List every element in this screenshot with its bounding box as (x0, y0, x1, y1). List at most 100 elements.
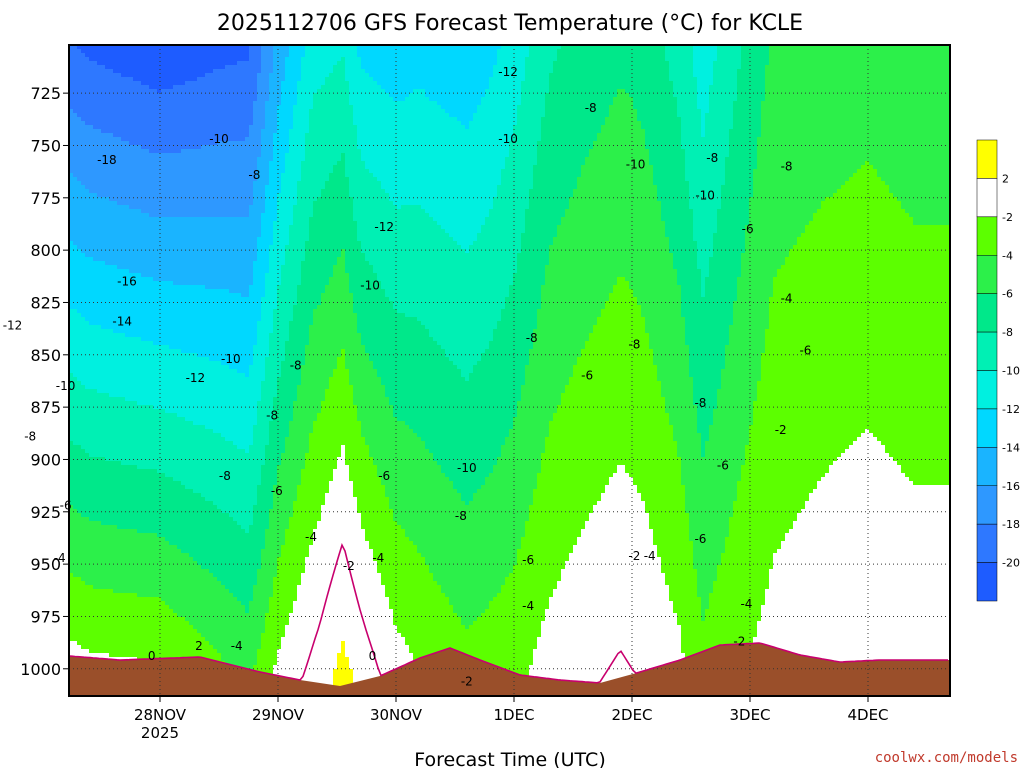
contour-label: -10 (56, 379, 76, 393)
contour-label: -6 (581, 369, 593, 383)
contour-label: -8 (628, 337, 640, 351)
colorbar-swatch (976, 255, 998, 294)
colorbar-label: 2 (1002, 172, 1009, 185)
contour-label: -8 (24, 429, 36, 443)
contour-label: -4 (522, 599, 534, 613)
contour-label: -2 (628, 549, 640, 563)
y-tick-label: 1000 (20, 660, 61, 679)
contour-label: -6 (60, 499, 72, 513)
colorbar-label: -4 (1002, 249, 1013, 262)
x-tick-label: 2DEC (611, 706, 652, 724)
y-tick-label: 900 (30, 450, 61, 469)
contour-label: -8 (290, 358, 302, 372)
contour-label: -12 (186, 371, 206, 385)
contour-label: -8 (266, 409, 278, 423)
contour-label: -4 (305, 530, 317, 544)
contour-label: -2 (343, 559, 355, 573)
x-tick-label: 30NOV (370, 706, 423, 724)
contour-label: -6 (378, 469, 390, 483)
y-axis: 725 750 775 800 825 850 875 900 925 950 975 1000 (20, 84, 69, 679)
colorbar-swatch (976, 562, 998, 602)
y-tick-label: 925 (30, 503, 61, 522)
watermark: coolwx.com/models (875, 750, 1018, 766)
contour-label: -6 (742, 222, 754, 236)
contour-label: -8 (585, 101, 597, 115)
contour-label: -2 (775, 423, 787, 437)
contour-label: -18 (97, 153, 117, 167)
contour-label: -16 (117, 275, 137, 289)
terrain (69, 643, 950, 696)
contour-label: -8 (219, 469, 231, 483)
contour-label: -10 (626, 157, 646, 171)
contour-label: -4 (740, 597, 752, 611)
contour-label: -14 (112, 314, 132, 328)
contour-label: -6 (799, 344, 811, 358)
x-tick-label: 4DEC (847, 706, 888, 724)
y-tick-label: 825 (30, 293, 61, 312)
colorbar-swatch (976, 447, 998, 487)
contour-label: -4 (231, 639, 243, 653)
contour-label: -8 (781, 159, 793, 173)
x-tick-label: 29NOV (252, 706, 305, 724)
contour-label: -6 (271, 484, 283, 498)
contour-label: -4 (372, 551, 384, 565)
contour-label: 0 (148, 649, 156, 663)
colorbar-label: -18 (1002, 518, 1020, 531)
colorbar-label: -10 (1002, 365, 1020, 378)
contour-label: -2 (461, 674, 473, 688)
contour-label: -10 (221, 352, 241, 366)
chart-title: 2025112706 GFS Forecast Temperature (°C)… (217, 11, 803, 36)
contour-label: 2 (195, 639, 203, 653)
colorbar-swatch (976, 216, 998, 256)
y-tick-label: 775 (30, 189, 61, 208)
contour-label: 0 (369, 649, 377, 663)
colorbar-label: -14 (1002, 441, 1020, 454)
x-axis-label: Forecast Time (UTC) (414, 749, 605, 768)
colorbar-swatch (976, 331, 998, 371)
contour-label: -8 (455, 509, 467, 523)
freezing-line (69, 542, 948, 684)
contour-label: -10 (498, 132, 518, 146)
x-tick-label: 3DEC (729, 706, 770, 724)
contour-label: -8 (706, 151, 718, 165)
x-tick-label: 1DEC (493, 706, 534, 724)
contour-label: -8 (694, 396, 706, 410)
colorbar-swatch (976, 523, 998, 563)
colorbar-label: -2 (1002, 211, 1013, 224)
y-tick-label: 975 (30, 607, 61, 626)
contour-label: -8 (248, 168, 260, 182)
plot-gridlines (69, 45, 950, 696)
colorbar-swatch (976, 178, 998, 218)
contour-label: -12 (498, 65, 518, 79)
y-tick-label: 875 (30, 398, 61, 417)
contour-labels: -18 -16 -14 -12 -10 -8 -6 -4 -2 0 2 -4 -12 -10 -10 -8 -8… (3, 65, 812, 688)
contour-label: -6 (522, 553, 534, 567)
contour-label: -6 (717, 459, 729, 473)
contour-label: -4 (781, 291, 793, 305)
contour-label: -4 (54, 551, 66, 565)
contour-label: -10 (209, 132, 229, 146)
x-tick-sublabel: 2025 (141, 724, 179, 742)
colorbar-label: -16 (1002, 480, 1020, 493)
colorbar-label: -20 (1002, 557, 1020, 570)
colorbar-swatch (976, 408, 998, 448)
colorbar-swatch (976, 139, 998, 179)
contour-label: -10 (695, 189, 715, 203)
contour-label: -6 (694, 532, 706, 546)
contour-label: -12 (3, 318, 23, 332)
colorbar-swatch (976, 485, 998, 525)
plot-frame (68, 44, 951, 697)
y-tick-label: 850 (30, 346, 61, 365)
colorbar-swatch (976, 370, 998, 410)
contour-label: -8 (526, 331, 538, 345)
y-tick-label: 800 (30, 241, 61, 260)
colorbar: -20 -18 -16 -14 -12 -10 -8 -6 -4 -2 2 (976, 139, 1020, 602)
colorbar-label: -12 (1002, 403, 1020, 416)
contour-label: -2 (733, 635, 745, 649)
colorbar-label: -6 (1002, 288, 1013, 301)
contour-label: -4 (644, 549, 656, 563)
colorbar-swatch (976, 293, 998, 333)
contour-label: -10 (360, 279, 380, 293)
